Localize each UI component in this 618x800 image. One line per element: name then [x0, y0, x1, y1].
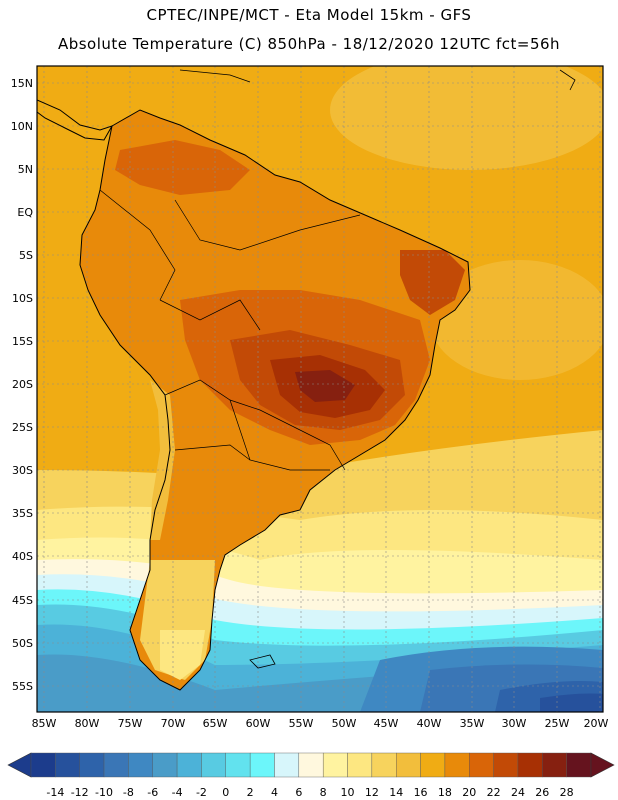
lat-label: 10S	[12, 292, 33, 305]
colorbar-label: 20	[462, 786, 476, 799]
colorbar-swatch	[128, 752, 153, 778]
lat-label: 20S	[12, 378, 33, 391]
colorbar-label: 14	[389, 786, 403, 799]
colorbar-label: 22	[487, 786, 501, 799]
latitude-labels: 15N 10N 5N EQ 5S 10S 15S 20S 25S 30S 35S…	[11, 77, 34, 693]
lat-label: 15S	[12, 335, 33, 348]
colorbar-label: 0	[222, 786, 229, 799]
colorbar-label: 10	[341, 786, 355, 799]
lon-label: 65W	[203, 717, 228, 730]
colorbar-label: -6	[147, 786, 158, 799]
colorbar-label: -10	[95, 786, 113, 799]
lon-label: 45W	[374, 717, 399, 730]
map-subtitle: Absolute Temperature (C) 850hPa - 18/12/…	[57, 35, 561, 53]
colorbar-label: -8	[123, 786, 134, 799]
coastline	[79, 109, 471, 691]
lat-label: 15N	[11, 77, 33, 90]
colorbar-label: 24	[511, 786, 525, 799]
colorbar-swatch	[420, 752, 446, 778]
lon-label: 35W	[460, 717, 485, 730]
colorbar-min-arrow	[7, 752, 32, 778]
central-america	[37, 99, 114, 141]
lon-label: 85W	[32, 717, 57, 730]
colorbar-swatch	[30, 752, 56, 778]
lat-label: 5N	[18, 163, 33, 176]
colorbar-swatch	[103, 752, 129, 778]
colorbar-swatch	[249, 752, 275, 778]
lat-label: 10N	[11, 120, 33, 133]
lat-label: 40S	[12, 550, 33, 563]
colorbar-label: -14	[46, 786, 64, 799]
graticule	[37, 66, 603, 712]
colorbar-swatch	[566, 752, 592, 778]
lon-label: 30W	[502, 717, 527, 730]
color-legend: -14 -12 -10 -8 -6 -4 -2 0 2 4 6 8 10 12 14 16 18 20 22 24 26…	[7, 752, 615, 799]
lat-label: 45S	[12, 594, 33, 607]
map-frame	[36, 65, 604, 713]
colorbar-label: 6	[295, 786, 302, 799]
colorbar-label: 18	[438, 786, 452, 799]
lon-label: 50W	[332, 717, 357, 730]
lon-label: 70W	[161, 717, 186, 730]
country-borders	[99, 189, 361, 471]
colorbar-label: 28	[560, 786, 574, 799]
colorbar-swatch	[201, 752, 226, 778]
lon-label: 20W	[584, 717, 609, 730]
lat-label: 50S	[12, 637, 33, 650]
colorbar-label: -12	[71, 786, 89, 799]
colorbar-swatch	[347, 752, 373, 778]
temperature-field	[37, 66, 603, 712]
colorbar-swatch	[371, 752, 397, 778]
colorbar-swatch	[79, 752, 105, 778]
colorbar-label: 16	[414, 786, 428, 799]
lat-label: 5S	[19, 249, 33, 262]
lon-label: 55W	[289, 717, 314, 730]
lon-label: 80W	[75, 717, 100, 730]
colorbar-label: 8	[320, 786, 327, 799]
longitude-labels: 85W 80W 75W 70W 65W 60W 55W 50W 45W 40W …	[32, 717, 609, 730]
lat-label: 35S	[12, 507, 33, 520]
map-title: CPTEC/INPE/MCT - Eta Model 15km - GFS	[146, 6, 472, 24]
colorbar-swatch	[225, 752, 251, 778]
colorbar-label: -2	[196, 786, 207, 799]
colorbar-label: 4	[271, 786, 278, 799]
colorbar-swatch	[322, 752, 348, 778]
colorbar-label: -4	[172, 786, 183, 799]
colorbar-max-arrow	[590, 752, 615, 778]
colorbar-swatch	[493, 752, 519, 778]
lon-label: 60W	[246, 717, 271, 730]
lat-label: 55S	[12, 680, 33, 693]
lat-label: EQ	[17, 206, 33, 219]
colorbar-swatch	[444, 752, 470, 778]
colorbar-swatch	[152, 752, 178, 778]
colorbar-label: 26	[535, 786, 549, 799]
colorbar-swatch	[542, 752, 567, 778]
colorbar-swatch	[298, 752, 324, 778]
colorbar-label: 2	[247, 786, 254, 799]
colorbar-label: 12	[365, 786, 379, 799]
colorbar-swatch	[55, 752, 80, 778]
colorbar-swatch	[176, 752, 202, 778]
lon-label: 25W	[545, 717, 570, 730]
colorbar-swatch	[469, 752, 494, 778]
lat-label: 25S	[12, 421, 33, 434]
lon-label: 40W	[417, 717, 442, 730]
colorbar-swatch	[517, 752, 543, 778]
colorbar-swatch	[274, 752, 300, 778]
colorbar-swatch	[396, 752, 421, 778]
lon-label: 75W	[118, 717, 143, 730]
lat-label: 30S	[12, 464, 33, 477]
